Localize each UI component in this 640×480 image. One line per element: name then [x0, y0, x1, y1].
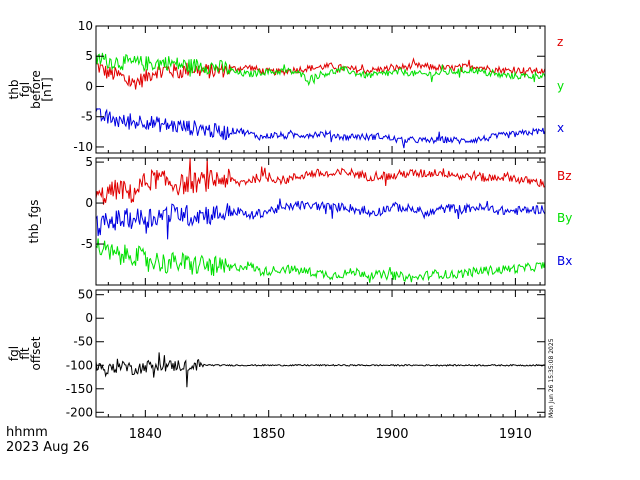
series-line-fgs-bx: [95, 198, 546, 240]
series-line-before-y: [95, 52, 546, 87]
ytick-label-fgs: 5: [85, 155, 93, 169]
xtick-label: 1850: [252, 427, 285, 442]
ytick-label-before: 0: [85, 79, 93, 93]
time-axis-label-date: 2023 Aug 26: [6, 440, 89, 455]
legend-label-before-z: z: [557, 35, 563, 49]
panel-fgs: Bz By Bx 5 0 -5 thb_fgs: [27, 155, 572, 286]
series-line-fgs-by: [95, 238, 546, 283]
time-axis-label-hhmm: hhmm: [6, 425, 48, 440]
xtick-label: 1840: [129, 427, 162, 442]
ytick-label-offset: 0: [85, 311, 93, 325]
ytick-label-fgs: 0: [85, 196, 93, 210]
ylabel-before-line-0: thb: [7, 80, 21, 100]
legend-label-before-x: x: [557, 121, 564, 135]
ytick-label-offset: -50: [73, 335, 93, 349]
series-line-fgs-bz: [95, 157, 546, 205]
ylabel-before-line-3: [nT]: [40, 77, 54, 101]
ytick-label-offset: -100: [66, 358, 93, 372]
series-line-offset-offset: [95, 352, 546, 388]
legend-label-fgs-by: By: [557, 211, 572, 225]
panel-frame-before: [95, 25, 546, 154]
creation-timestamp: Mon Jun 26 15:35:08 2025: [548, 338, 555, 418]
ytick-label-fgs: -5: [81, 237, 93, 251]
legend-label-fgs-bx: Bx: [557, 254, 572, 268]
ylabel-before-line-2: before: [29, 70, 43, 109]
ylabel-offset-line-2: offset: [29, 336, 43, 370]
ytick-label-before: 10: [78, 19, 93, 33]
ytick-label-before: -10: [73, 140, 93, 154]
legend-label-before-y: y: [557, 79, 564, 93]
ylabel-offset-line-0: fgl: [7, 346, 21, 361]
ylabel-offset-line-1: flt: [18, 347, 32, 360]
xtick-label: 1900: [375, 427, 408, 442]
ylabel-before-line-1: fgl: [18, 82, 32, 97]
ytick-label-offset: -150: [66, 382, 93, 396]
legend-label-fgs-bz: Bz: [557, 169, 572, 183]
xtick-label: 1910: [499, 427, 532, 442]
ytick-label-offset: 50: [78, 288, 93, 302]
ytick-label-before: 5: [85, 49, 93, 63]
ylabel-fgs-line-0: thb_fgs: [27, 199, 41, 243]
ytick-label-before: -5: [81, 110, 93, 124]
panel-frame-fgs: [95, 157, 546, 286]
ytick-label-offset: -200: [66, 405, 93, 419]
series-line-before-x: [95, 108, 546, 149]
panel-frame-offset: [95, 289, 546, 418]
